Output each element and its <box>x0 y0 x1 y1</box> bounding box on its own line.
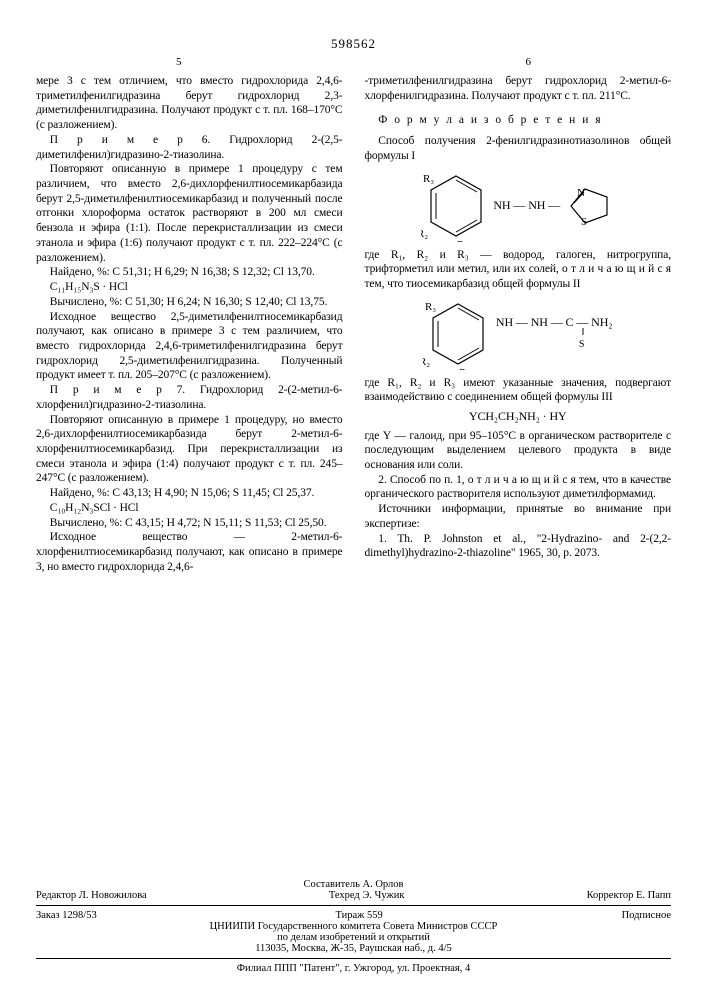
compiler-line: Составитель А. Орлов <box>36 879 671 890</box>
thiazoline-ring-icon: N S <box>563 181 615 231</box>
svg-text:R₂: R₂ <box>423 356 430 368</box>
print-run: Тираж 559 <box>335 910 382 921</box>
svg-text:R₁: R₁ <box>457 239 468 242</box>
example-7-title: П р и м е р 7. Гидрохлорид 2-(2-метил-6-… <box>36 383 343 412</box>
para: мере 3 с тем отличием, что вместо гидрох… <box>36 74 343 133</box>
formula-tail: NH — NH — <box>493 198 560 213</box>
para: Исходное вещество — 2-метил-6-хлорфенилт… <box>36 530 343 574</box>
benzene-ring-icon: R₃ R₂ R₁ <box>421 170 491 242</box>
document-number: 598562 <box>36 36 671 52</box>
claim-1: Способ получения 2-фенилгидразинотиазоли… <box>365 134 672 163</box>
found-values: Найдено, %: С 51,31; Н 6,29; N 16,38; S … <box>36 265 343 280</box>
calculated-values: Вычислено, %: С 51,30; Н 6,24; N 16,30; … <box>36 295 343 310</box>
organization-line2: по делам изобретений и открытий <box>36 932 671 943</box>
footer-divider <box>36 905 671 906</box>
address: 113035, Москва, Ж-35, Раушская наб., д. … <box>36 943 671 954</box>
subscription: Подписное <box>622 910 671 921</box>
found-values: Найдено, %: С 43,13; Н 4,90; N 15,06; S … <box>36 486 343 501</box>
example-6-title: П р и м е р 6. Гидрохлорид 2-(2,5-димети… <box>36 133 343 162</box>
corrector: Корректор Е. Папп <box>587 890 671 901</box>
page-footer: Составитель А. Орлов Редактор Л. Новожил… <box>36 879 671 974</box>
svg-text:N: N <box>577 187 585 199</box>
para: -триметилфенилгидразина берут гидрохлори… <box>365 74 672 103</box>
para: где Y — галоид, при 95–105°С в органичес… <box>365 429 672 473</box>
tech-editor: Техред Э. Чужик <box>329 890 405 901</box>
para: где R₁, R₂ и R₃ — водород, галоген, нитр… <box>365 248 672 292</box>
chemical-formula: C₁₁H₁₅N₃S · HCl <box>36 280 343 295</box>
claim-2: 2. Способ по п. 1, о т л и ч а ю щ и й с… <box>365 473 672 502</box>
organization-line1: ЦНИИПИ Государственного комитета Совета … <box>36 921 671 932</box>
sources-heading: Источники информации, принятые во вниман… <box>365 502 672 531</box>
svg-text:S: S <box>581 216 587 228</box>
left-col-number: 5 <box>176 56 182 68</box>
claims-title: Ф о р м у л а и з о б р е т е н и я <box>365 113 672 128</box>
svg-text:R₁: R₁ <box>459 367 470 370</box>
structural-formula-1: R₃ R₂ R₁ NH — NH — N S <box>365 170 672 242</box>
para: Повторяют описанную в примере 1 процедур… <box>36 413 343 487</box>
two-column-body: мере 3 с тем отличием, что вместо гидрох… <box>36 74 671 784</box>
para: Повторяют описанную в примере 1 процедур… <box>36 162 343 265</box>
benzene-ring-icon: R₃ R₂ R₁ <box>423 298 493 370</box>
calculated-values: Вычислено, %: С 43,15; Н 4,72; N 15,11; … <box>36 516 343 531</box>
structural-formula-2: R₃ R₂ R₁ NH — NH — C — NH₂ ‖S <box>365 298 672 370</box>
branch-line: Филиал ППП "Патент", г. Ужгород, ул. Про… <box>36 963 671 974</box>
svg-text:R₃: R₃ <box>423 173 434 185</box>
formula-tail: NH — NH — C — NH₂ ‖S <box>496 315 612 352</box>
reference-1: 1. Th. P. Johnston et al., "2-Hydrazino-… <box>365 532 672 561</box>
right-col-number: 6 <box>526 56 532 68</box>
para: Исходное вещество 2,5-диметилфенилтиосем… <box>36 310 343 384</box>
svg-text:R₂: R₂ <box>421 228 428 240</box>
formula-3: YCH₂CH₂NH₂ · HY <box>365 409 672 424</box>
svg-text:R₃: R₃ <box>425 301 436 313</box>
chemical-formula: C₁₀H₁₂N₃SCl · HCl <box>36 501 343 516</box>
para: где R₁, R₂ и R₃ имеют указанные значения… <box>365 376 672 405</box>
order-number: Заказ 1298/53 <box>36 910 97 921</box>
editor: Редактор Л. Новожилова <box>36 890 147 901</box>
footer-divider <box>36 958 671 959</box>
